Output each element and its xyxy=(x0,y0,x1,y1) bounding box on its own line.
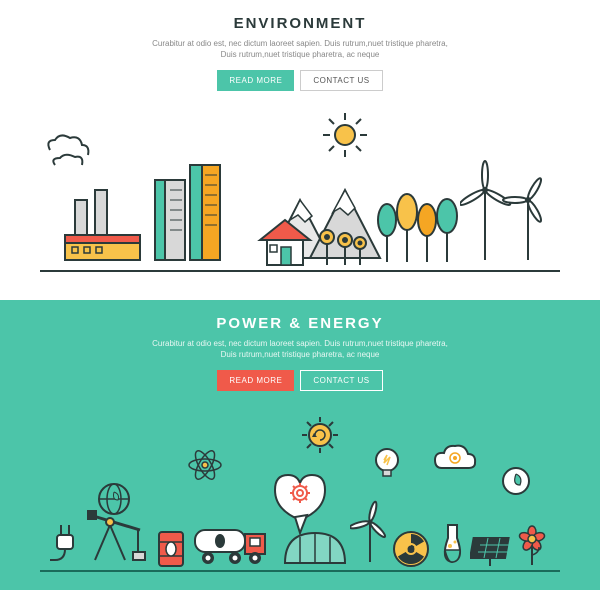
power-title: POWER & ENERGY xyxy=(0,315,600,332)
power-subtitle: Curabitur at odio est, nec dictum laoree… xyxy=(0,338,600,360)
power-buttons: READ MORE CONTACT US xyxy=(0,370,600,391)
environment-buttons: READ MORE CONTACT US xyxy=(0,70,600,91)
read-more-button[interactable]: READ MORE xyxy=(217,370,294,391)
ground-line xyxy=(40,270,560,272)
environment-scene xyxy=(40,110,560,280)
power-scene xyxy=(40,410,560,580)
flask-icon xyxy=(435,520,470,570)
power-energy-banner: POWER & ENERGY Curabitur at odio est, ne… xyxy=(0,300,600,590)
contact-us-button[interactable]: CONTACT US xyxy=(300,370,382,391)
environment-title: ENVIRONMENT xyxy=(0,15,600,32)
flower-icon xyxy=(515,525,550,570)
environment-banner: ENVIRONMENT Curabitur at odio est, nec d… xyxy=(0,0,600,290)
windmill-small-icon xyxy=(350,500,390,570)
environment-subtitle: Curabitur at odio est, nec dictum laoree… xyxy=(0,38,600,60)
sunflowers-icon xyxy=(315,225,370,270)
house-icon xyxy=(255,215,315,270)
ground-line xyxy=(40,570,560,572)
atom-icon xyxy=(185,445,225,485)
solar-panel-icon xyxy=(470,530,515,570)
sun-icon xyxy=(320,110,370,160)
oil-pump-icon xyxy=(85,500,150,570)
lightbulb-icon xyxy=(370,445,405,485)
recycle-sun-icon xyxy=(300,415,340,455)
truck-icon xyxy=(190,520,270,570)
cloud-gear-icon xyxy=(430,440,480,480)
leaf-badge-icon xyxy=(500,465,532,497)
trees-icon xyxy=(375,190,465,270)
factory-icon xyxy=(60,180,150,270)
windmills-icon xyxy=(460,160,555,270)
smoke-icon xyxy=(40,130,130,180)
contact-us-button[interactable]: CONTACT US xyxy=(300,70,382,91)
nuclear-icon xyxy=(390,528,432,570)
plug-icon xyxy=(45,520,85,570)
greenhouse-icon xyxy=(280,525,350,570)
read-more-button[interactable]: READ MORE xyxy=(217,70,294,91)
buildings-icon xyxy=(150,150,240,270)
barrel-icon xyxy=(155,528,187,570)
